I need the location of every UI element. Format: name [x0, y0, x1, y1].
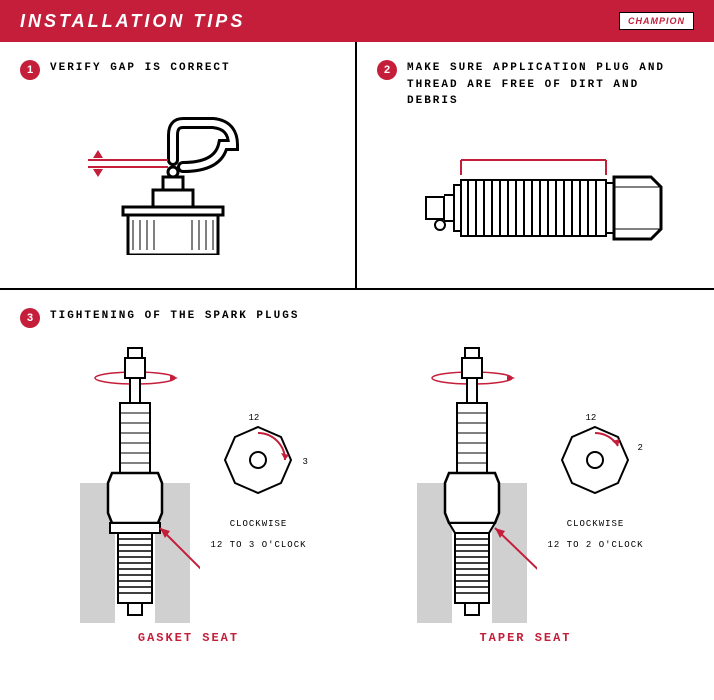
- seat-label: GASKET SEAT: [70, 631, 306, 645]
- step-number-bullet: 2: [377, 60, 397, 80]
- gap-diagram: [20, 95, 335, 255]
- header-bar: INSTALLATION TIPS CHAMPION: [0, 0, 714, 42]
- step-number-bullet: 3: [20, 308, 40, 328]
- panel-step-2: 2 MAKE SURE APPLICATION PLUG AND THREAD …: [357, 42, 714, 288]
- thread-diagram: [377, 125, 694, 265]
- hour-12: 12: [248, 413, 259, 423]
- step-header: 3 TIGHTENING OF THE SPARK PLUGS: [20, 308, 694, 328]
- dial-group: 12 3 CLOCKWISE 12 TO 3 O'CLOCK: [210, 415, 306, 551]
- hour-side: 2: [637, 443, 642, 453]
- hour-12: 12: [585, 413, 596, 423]
- step-header: 2 MAKE SURE APPLICATION PLUG AND THREAD …: [377, 60, 694, 110]
- step-text: VERIFY GAP IS CORRECT: [50, 60, 231, 77]
- plug-group-gasket: 12 3 CLOCKWISE 12 TO 3 O'CLOCK GASKET SE…: [70, 343, 306, 645]
- panel-step-3: 3 TIGHTENING OF THE SPARK PLUGS: [0, 290, 714, 663]
- step-number-bullet: 1: [20, 60, 40, 80]
- hour-side: 3: [302, 457, 307, 467]
- step-text: TIGHTENING OF THE SPARK PLUGS: [50, 308, 299, 325]
- plug-group-taper: 12 2 CLOCKWISE 12 TO 2 O'CLOCK TAPER SEA…: [407, 343, 643, 645]
- spark-plug-icon: [70, 343, 200, 623]
- step-text: MAKE SURE APPLICATION PLUG AND THREAD AR…: [407, 60, 694, 110]
- step-header: 1 VERIFY GAP IS CORRECT: [20, 60, 335, 80]
- rotation-dial-icon: [550, 415, 640, 505]
- top-section: 1 VERIFY GAP IS CORRECT: [0, 42, 714, 290]
- panel-step-1: 1 VERIFY GAP IS CORRECT: [0, 42, 357, 288]
- spark-plug-icon: [407, 343, 537, 623]
- brand-logo: CHAMPION: [619, 12, 694, 30]
- rotation-dial-icon: [213, 415, 303, 505]
- dial-label-1: CLOCKWISE: [210, 518, 306, 531]
- dial-group: 12 2 CLOCKWISE 12 TO 2 O'CLOCK: [547, 415, 643, 551]
- dial-label-2: 12 TO 2 O'CLOCK: [547, 539, 643, 552]
- plugs-row: 12 3 CLOCKWISE 12 TO 3 O'CLOCK GASKET SE…: [20, 343, 694, 645]
- dial-label-2: 12 TO 3 O'CLOCK: [210, 539, 306, 552]
- dial-label-1: CLOCKWISE: [547, 518, 643, 531]
- seat-label: TAPER SEAT: [407, 631, 643, 645]
- page-title: INSTALLATION TIPS: [20, 11, 245, 32]
